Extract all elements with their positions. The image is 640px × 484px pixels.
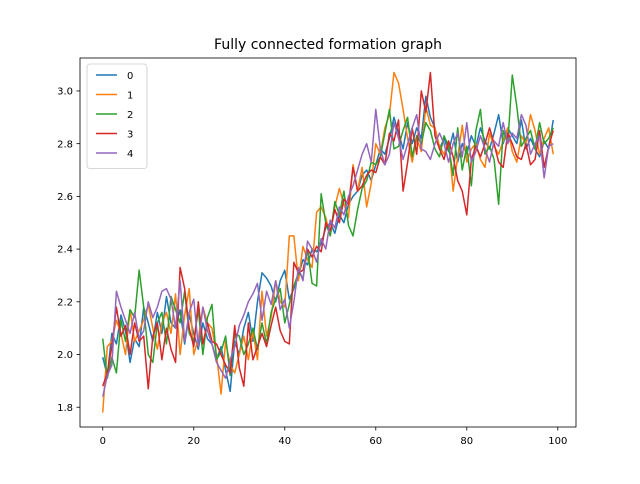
x-tick-label: 60 <box>369 436 382 447</box>
legend-label-2: 2 <box>127 110 133 121</box>
series-line-4 <box>102 108 554 397</box>
y-tick-label: 2.6 <box>57 192 73 203</box>
x-tick-label: 40 <box>278 436 291 447</box>
legend-label-0: 0 <box>127 71 133 82</box>
legend-box <box>86 63 148 169</box>
legend: 0 1 2 3 4 <box>86 63 148 169</box>
y-tick-label: 2.0 <box>57 350 73 361</box>
y-tick-label: 2.4 <box>57 245 73 256</box>
y-tick-label: 2.8 <box>57 139 73 150</box>
x-tick-label: 20 <box>187 436 200 447</box>
legend-label-1: 1 <box>127 91 133 102</box>
x-tick-label: 0 <box>100 436 106 447</box>
x-tick-label: 100 <box>548 436 567 447</box>
x-tick-label: 80 <box>460 436 473 447</box>
series-line-3 <box>102 71 554 390</box>
y-tick-label: 2.2 <box>57 297 73 308</box>
chart-title: Fully connected formation graph <box>214 37 442 53</box>
legend-label-3: 3 <box>127 130 133 141</box>
axes-frame <box>79 57 577 428</box>
y-tick-label: 1.8 <box>57 403 73 414</box>
plot-area <box>102 71 554 413</box>
y-tick-label: 3.0 <box>57 87 73 98</box>
legend-label-4: 4 <box>127 149 133 160</box>
